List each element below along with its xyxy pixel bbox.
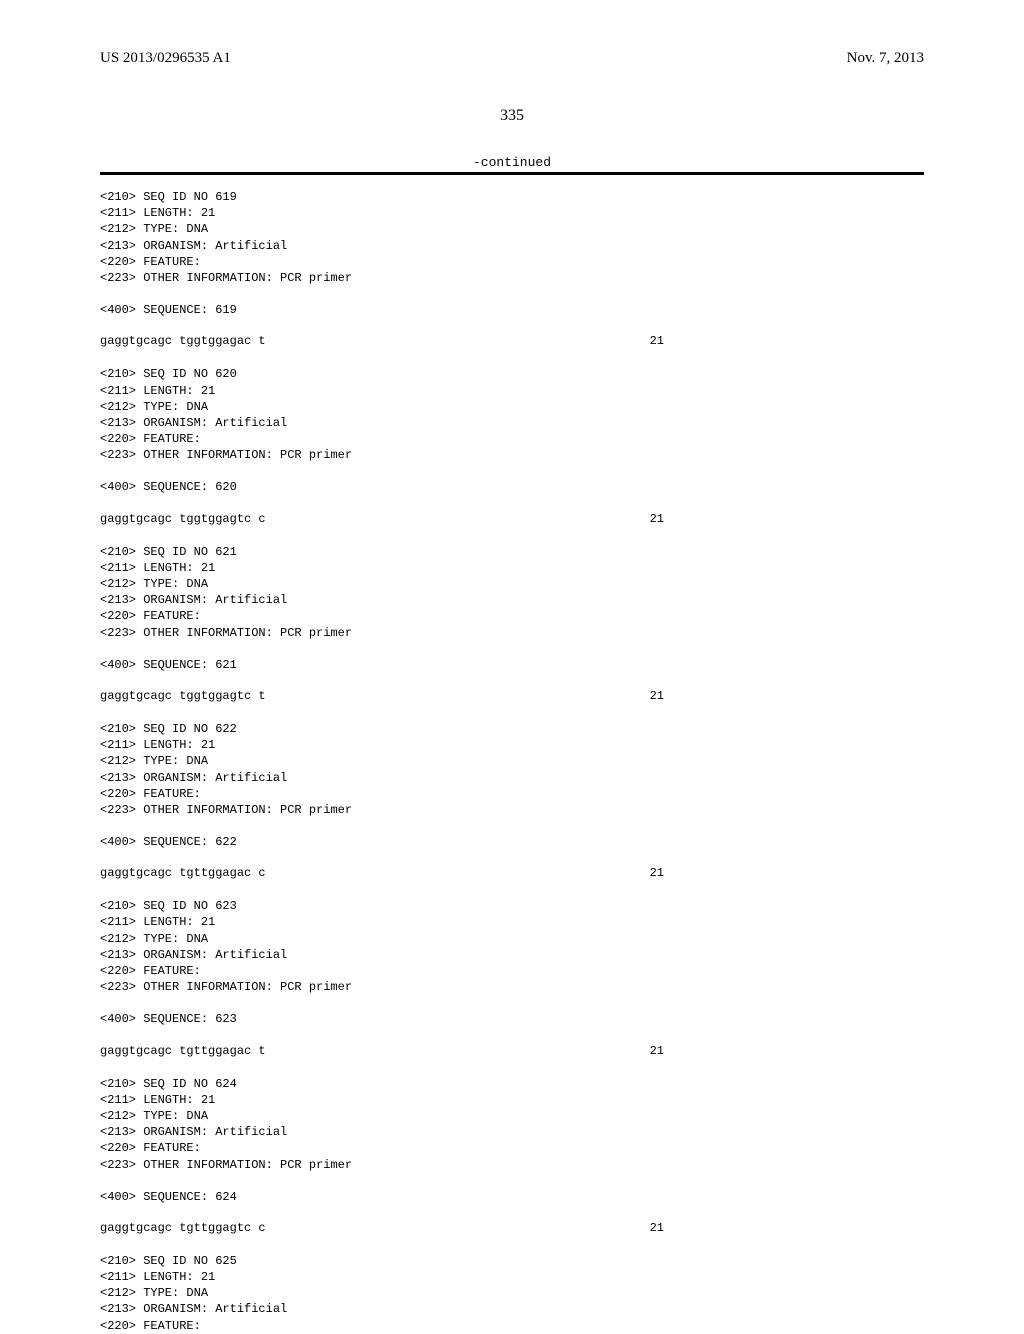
sequence-entries: <210> SEQ ID NO 619 <211> LENGTH: 21 <21… (100, 189, 924, 1334)
sequence-value: gaggtgcagc tggtggagac t (100, 334, 266, 348)
page-header: US 2013/0296535 A1 Nov. 7, 2013 (100, 50, 924, 67)
sequence-label: <400> SEQUENCE: 622 (100, 834, 924, 850)
sequence-entry: <210> SEQ ID NO 621 <211> LENGTH: 21 <21… (100, 544, 924, 641)
sequence-label: <400> SEQUENCE: 620 (100, 479, 924, 495)
sequence-line: gaggtgcagc tgttggagac c 21 (100, 866, 924, 880)
page-number: 335 (100, 107, 924, 125)
sequence-entry: <210> SEQ ID NO 619 <211> LENGTH: 21 <21… (100, 189, 924, 286)
sequence-entry: <210> SEQ ID NO 625 <211> LENGTH: 21 <21… (100, 1253, 924, 1334)
sequence-label: <400> SEQUENCE: 619 (100, 302, 924, 318)
sequence-label: <400> SEQUENCE: 621 (100, 657, 924, 673)
sequence-entry: <210> SEQ ID NO 623 <211> LENGTH: 21 <21… (100, 898, 924, 995)
continued-label: -continued (100, 155, 924, 170)
sequence-line: gaggtgcagc tgttggagtc c 21 (100, 1221, 924, 1235)
sequence-value: gaggtgcagc tgttggagtc c (100, 1221, 266, 1235)
sequence-length-value: 21 (650, 1044, 664, 1058)
sequence-value: gaggtgcagc tggtggagtc c (100, 512, 266, 526)
sequence-length-value: 21 (650, 334, 664, 348)
sequence-line: gaggtgcagc tggtggagac t 21 (100, 334, 924, 348)
page-container: US 2013/0296535 A1 Nov. 7, 2013 335 -con… (0, 0, 1024, 1320)
sequence-line: gaggtgcagc tgttggagac t 21 (100, 1044, 924, 1058)
sequence-entry: <210> SEQ ID NO 624 <211> LENGTH: 21 <21… (100, 1076, 924, 1173)
sequence-entry: <210> SEQ ID NO 620 <211> LENGTH: 21 <21… (100, 366, 924, 463)
sequence-line: gaggtgcagc tggtggagtc t 21 (100, 689, 924, 703)
sequence-value: gaggtgcagc tgttggagac t (100, 1044, 266, 1058)
sequence-length-value: 21 (650, 866, 664, 880)
sequence-line: gaggtgcagc tggtggagtc c 21 (100, 512, 924, 526)
sequence-entry: <210> SEQ ID NO 622 <211> LENGTH: 21 <21… (100, 721, 924, 818)
publication-number: US 2013/0296535 A1 (100, 50, 231, 67)
sequence-value: gaggtgcagc tggtggagtc t (100, 689, 266, 703)
sequence-value: gaggtgcagc tgttggagac c (100, 866, 266, 880)
sequence-length-value: 21 (650, 512, 664, 526)
sequence-label: <400> SEQUENCE: 624 (100, 1189, 924, 1205)
publication-date: Nov. 7, 2013 (847, 50, 924, 67)
sequence-label: <400> SEQUENCE: 623 (100, 1011, 924, 1027)
sequence-length-value: 21 (650, 1221, 664, 1235)
sequence-length-value: 21 (650, 689, 664, 703)
rule-thin (100, 174, 924, 175)
